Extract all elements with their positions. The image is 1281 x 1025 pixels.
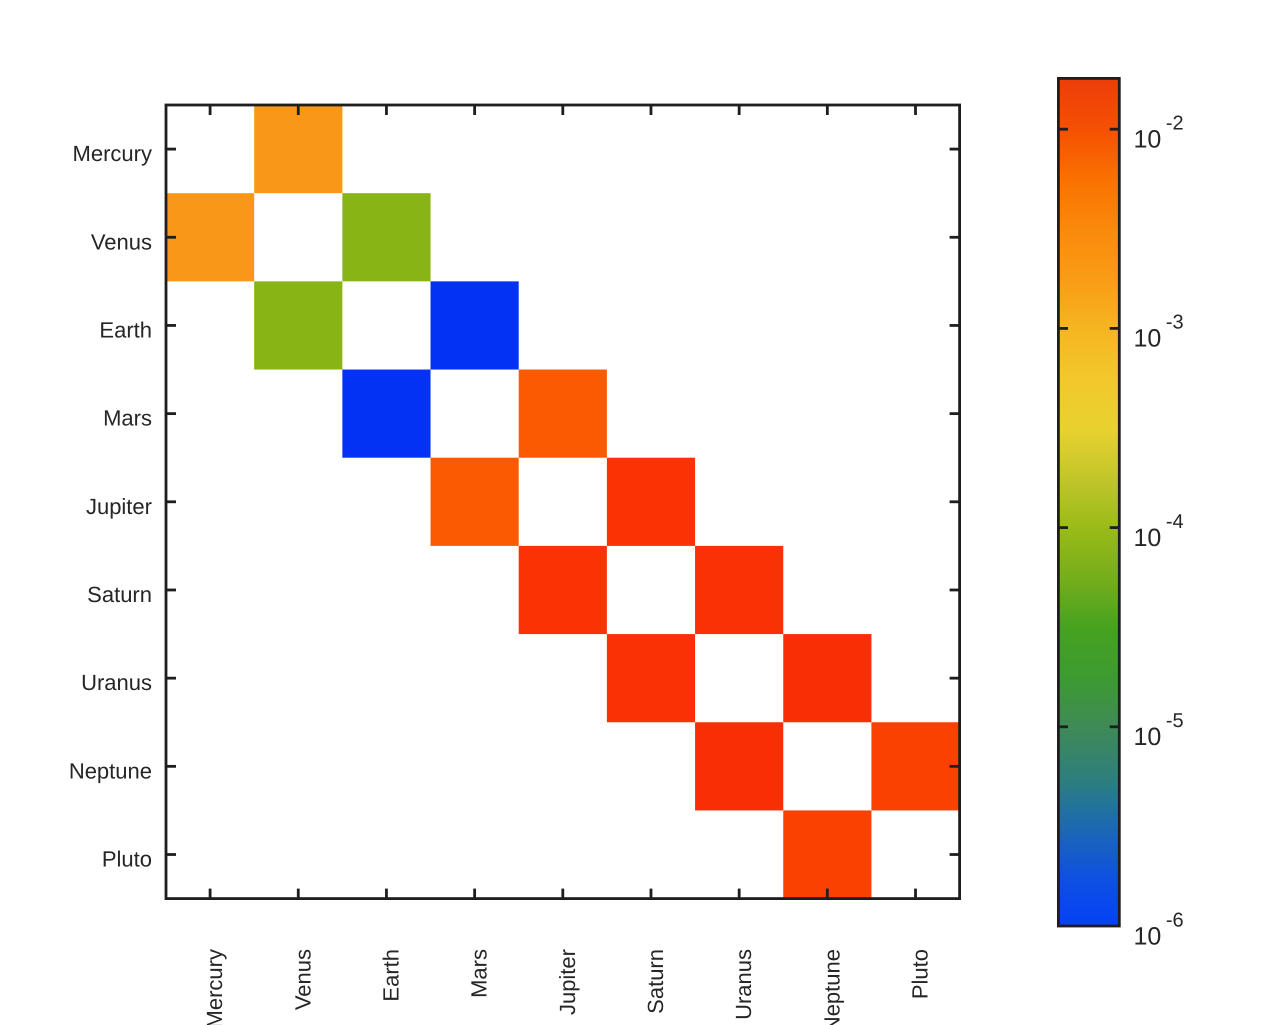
svg-text:Jupiter: Jupiter bbox=[86, 494, 152, 519]
svg-text:Mars: Mars bbox=[103, 406, 152, 431]
svg-text:Saturn: Saturn bbox=[643, 949, 668, 1014]
svg-text:Mercury: Mercury bbox=[73, 141, 152, 166]
svg-text:Mercury: Mercury bbox=[202, 949, 227, 1025]
svg-text:Mars: Mars bbox=[467, 949, 492, 998]
svg-text:Earth: Earth bbox=[99, 317, 152, 342]
svg-text:Uranus: Uranus bbox=[81, 670, 152, 695]
svg-text:Saturn: Saturn bbox=[87, 582, 152, 607]
svg-text:Venus: Venus bbox=[290, 949, 315, 1010]
svg-text:Neptune: Neptune bbox=[69, 758, 152, 783]
svg-text:Jupiter: Jupiter bbox=[555, 949, 580, 1015]
svg-text:Venus: Venus bbox=[91, 229, 152, 254]
svg-text:Earth: Earth bbox=[378, 949, 403, 1002]
svg-text:Pluto: Pluto bbox=[908, 949, 933, 999]
svg-text:Pluto: Pluto bbox=[102, 847, 152, 872]
svg-text:Neptune: Neptune bbox=[819, 949, 844, 1025]
svg-text:Uranus: Uranus bbox=[731, 949, 756, 1020]
